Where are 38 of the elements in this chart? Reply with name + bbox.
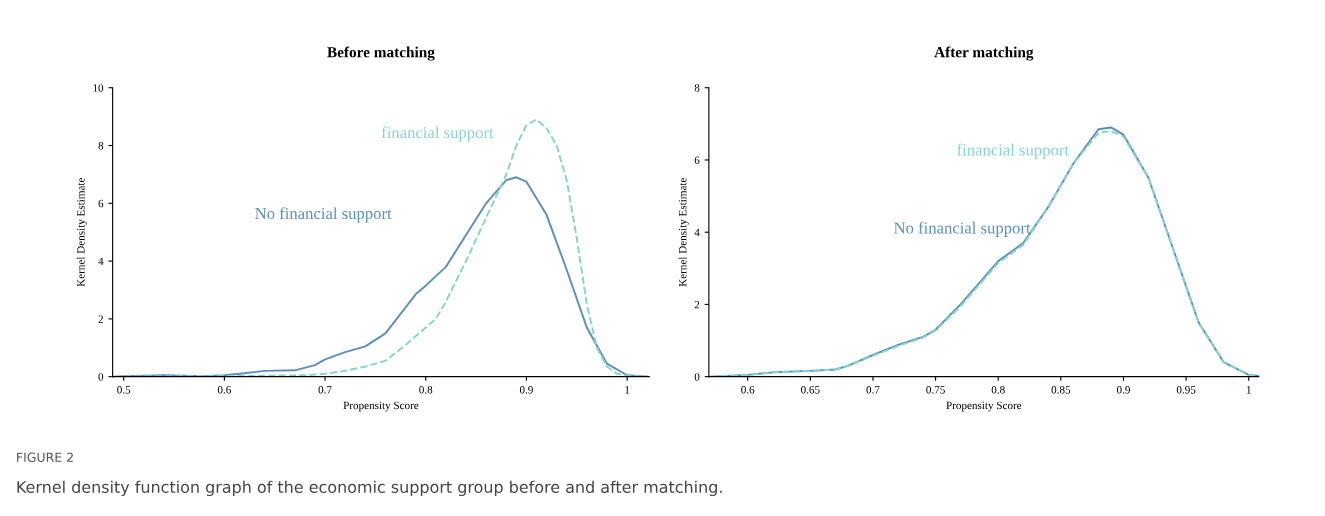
x-tick-label: 1 (625, 386, 630, 394)
y-tick-label: 8 (694, 84, 700, 92)
x-tick-label: 0.6 (217, 386, 231, 394)
y-tick-label: 6 (694, 156, 700, 164)
x-tick-label: 0.6 (741, 386, 755, 394)
series-label: No financial support (894, 221, 1031, 237)
y-tick-label: 6 (98, 199, 104, 208)
x-axis-title: Propensity Score (946, 401, 1022, 412)
x-axis-title: Propensity Score (343, 401, 419, 412)
caption: FIGURE 2 (17, 452, 73, 462)
chart-title: Before matching (327, 46, 435, 61)
y-axis-title: Kernel Density Estimate (76, 177, 87, 287)
y-tick-label: 10 (93, 84, 104, 92)
x-tick-label: 0.85 (1051, 386, 1071, 394)
y-tick-label: 4 (694, 228, 700, 237)
x-tick-label: 0.7 (866, 386, 880, 394)
y-axis-title: Kernel Density Estimate (678, 177, 689, 287)
x-tick-label: 0.7 (318, 386, 332, 394)
text: No financial support (255, 207, 392, 223)
x-tick-label: 0.5 (117, 386, 131, 394)
x-tick-label: 0.65 (801, 386, 820, 394)
series-label: financial support (381, 126, 494, 142)
x-tick-label: 0.75 (926, 386, 945, 394)
y-tick-label: 0 (98, 373, 104, 381)
x-tick-label: 0.9 (519, 386, 533, 394)
x-tick-label: 0.8 (991, 386, 1005, 394)
x-tick-label: 0.9 (1116, 386, 1130, 394)
y-tick-label: 8 (98, 141, 104, 150)
y-tick-label: 4 (98, 257, 104, 265)
y-tick-label: 2 (98, 315, 103, 323)
x-tick-label: 0.8 (419, 386, 433, 394)
y-tick-label: 2 (694, 300, 700, 309)
x-tick-label: 1 (1246, 386, 1251, 394)
text: Kernel density function graph of the economic support group before and after matching. (17, 480, 722, 497)
series-label: financial support (957, 143, 1069, 159)
y-tick-label: 0 (694, 373, 700, 381)
chart-title: After matching (934, 46, 1034, 61)
x-tick-label: 0.95 (1176, 386, 1196, 394)
